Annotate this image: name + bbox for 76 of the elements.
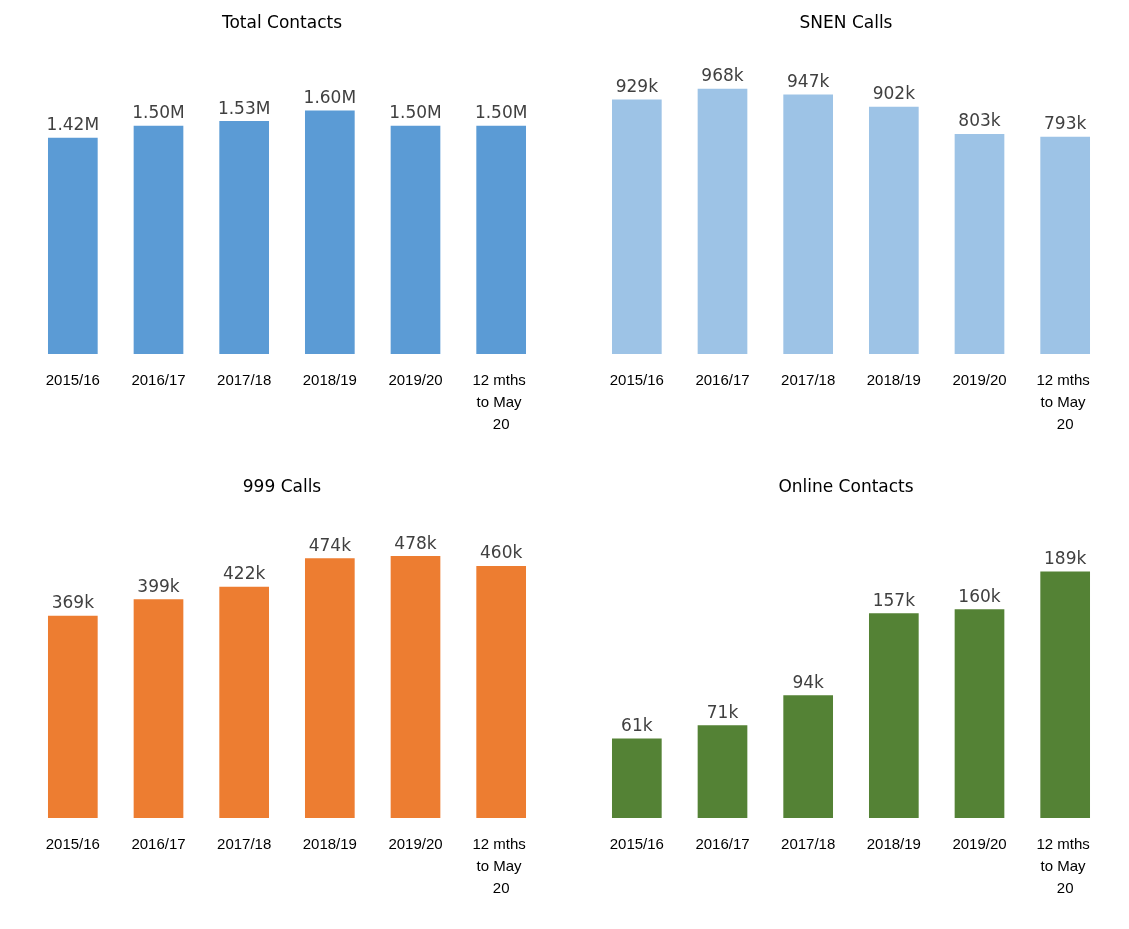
bar xyxy=(390,125,441,354)
x-tick-label: 2018/19 xyxy=(302,370,357,388)
chart-title: 999 Calls xyxy=(242,475,322,496)
bar xyxy=(783,94,834,354)
bar xyxy=(954,609,1005,818)
bar xyxy=(1040,571,1091,818)
x-tick-label: 2016/17 xyxy=(695,370,750,388)
data-label: 1.50M xyxy=(474,102,528,123)
x-tick-label: 2015/16 xyxy=(45,370,100,388)
bar xyxy=(783,695,834,818)
bar xyxy=(1040,136,1091,354)
data-label: 1.42M xyxy=(46,114,100,135)
x-tick-label: 12 mths to May 20 xyxy=(472,834,530,896)
data-label: 968k xyxy=(701,65,744,86)
bar xyxy=(304,110,355,354)
x-tick-label: 2018/19 xyxy=(866,834,921,852)
bar xyxy=(219,586,270,818)
data-label: 793k xyxy=(1044,113,1087,134)
x-tick-label: 12 mths to May 20 xyxy=(1036,370,1094,432)
bar xyxy=(697,725,748,818)
data-label: 189k xyxy=(1044,547,1087,568)
x-tick-label: 12 mths to May 20 xyxy=(1036,834,1094,896)
x-tick-label: 2019/20 xyxy=(952,834,1007,852)
data-label: 1.53M xyxy=(217,97,271,118)
data-label: 1.50M xyxy=(389,102,442,123)
data-label: 929k xyxy=(615,75,659,96)
bar xyxy=(954,133,1005,354)
data-label: 157k xyxy=(872,589,916,610)
x-tick-label: 2015/16 xyxy=(609,370,664,388)
x-tick-label: 2019/20 xyxy=(952,370,1007,388)
data-label: 71k xyxy=(706,701,739,722)
x-tick-label: 2017/18 xyxy=(217,370,272,388)
x-tick-label: 2019/20 xyxy=(388,834,443,852)
data-label: 369k xyxy=(51,592,95,613)
data-label: 94k xyxy=(792,671,825,692)
x-tick-label: 2016/17 xyxy=(131,834,186,852)
x-tick-label: 2019/20 xyxy=(388,370,443,388)
x-tick-label: 2015/16 xyxy=(609,834,664,852)
data-label: 61k xyxy=(621,714,653,735)
data-label: 478k xyxy=(394,532,437,553)
bar xyxy=(133,599,184,818)
x-tick-label: 2017/18 xyxy=(781,370,836,388)
bar xyxy=(47,137,98,354)
data-label: 902k xyxy=(872,83,916,104)
bar xyxy=(868,613,919,818)
x-tick-label: 2018/19 xyxy=(866,370,921,388)
bar xyxy=(133,125,184,354)
bar xyxy=(476,125,527,354)
data-label: 803k xyxy=(958,110,1001,131)
x-tick-label: 2018/19 xyxy=(302,834,357,852)
bar xyxy=(219,121,270,354)
bar xyxy=(47,615,98,818)
x-tick-label: 2015/16 xyxy=(45,834,100,852)
bar xyxy=(611,738,662,818)
x-tick-label: 2017/18 xyxy=(217,834,272,852)
x-tick-label: 2017/18 xyxy=(781,834,836,852)
bar xyxy=(611,99,662,354)
bar xyxy=(304,558,355,818)
x-tick-label: 12 mths to May 20 xyxy=(472,370,530,432)
bar xyxy=(390,556,441,818)
x-tick-label: 2016/17 xyxy=(695,834,750,852)
data-label: 1.60M xyxy=(303,86,357,107)
data-label: 460k xyxy=(480,542,523,563)
x-tick-label: 2016/17 xyxy=(131,370,186,388)
chart-title: Total Contacts xyxy=(220,11,343,32)
chart-title: SNEN Calls xyxy=(799,11,893,32)
bar xyxy=(697,88,748,354)
chart-title: Online Contacts xyxy=(778,475,914,496)
data-label: 399k xyxy=(137,575,180,596)
data-label: 422k xyxy=(223,563,266,584)
data-label: 947k xyxy=(787,71,830,92)
data-label: 160k xyxy=(958,585,1001,606)
data-label: 1.50M xyxy=(132,102,185,123)
data-label: 474k xyxy=(308,534,352,555)
bar xyxy=(868,106,919,354)
bar xyxy=(476,565,527,818)
